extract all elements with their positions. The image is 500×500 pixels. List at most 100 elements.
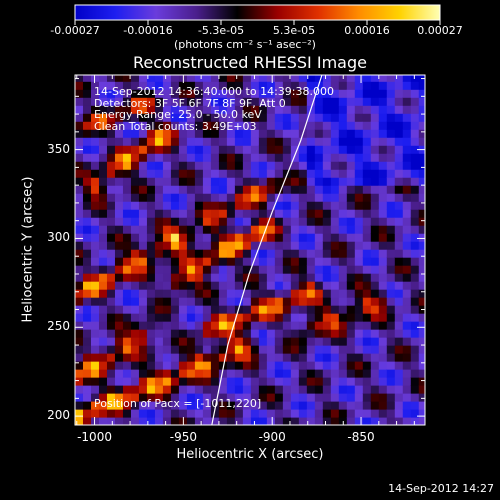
heatmap-cell bbox=[178, 409, 188, 418]
heatmap-cell bbox=[274, 409, 284, 418]
heatmap-cell bbox=[90, 201, 100, 210]
heatmap-cell bbox=[338, 401, 348, 410]
heatmap-cell bbox=[98, 81, 108, 90]
heatmap-cell bbox=[114, 417, 124, 425]
heatmap-cell bbox=[322, 417, 332, 425]
heatmap-cell bbox=[402, 401, 412, 410]
heatmap-cell bbox=[338, 361, 348, 370]
heatmap-cell bbox=[75, 305, 84, 314]
colorbar-tick-label: 0.00027 bbox=[417, 24, 463, 37]
heatmap-cell bbox=[218, 409, 228, 418]
heatmap-cell bbox=[178, 105, 188, 114]
heatmap-cell bbox=[266, 417, 276, 425]
heatmap-cell bbox=[378, 89, 388, 98]
heatmap-cell bbox=[258, 265, 268, 274]
heatmap-cell bbox=[258, 289, 268, 298]
heatmap-cell bbox=[346, 105, 356, 114]
heatmap-cell bbox=[210, 305, 220, 314]
heatmap-cell bbox=[162, 241, 172, 250]
heatmap-cell bbox=[194, 105, 204, 114]
heatmap-cell bbox=[130, 393, 140, 402]
heatmap-cell bbox=[322, 409, 332, 418]
heatmap-cell bbox=[218, 225, 228, 234]
heatmap-cell bbox=[122, 329, 132, 338]
heatmap-cell bbox=[162, 337, 172, 346]
heatmap-cell bbox=[210, 177, 220, 186]
heatmap-cell bbox=[146, 393, 156, 402]
heatmap-cell bbox=[75, 313, 84, 322]
heatmap-cell bbox=[338, 369, 348, 378]
heatmap-cell bbox=[106, 257, 116, 266]
heatmap-cell bbox=[306, 393, 316, 402]
heatmap-cell bbox=[146, 225, 156, 234]
heatmap-cell bbox=[418, 241, 425, 250]
heatmap-cell bbox=[138, 217, 148, 226]
heatmap-cell bbox=[114, 209, 124, 218]
heatmap-cell bbox=[178, 113, 188, 122]
heatmap-cell bbox=[114, 241, 124, 250]
heatmap-cell bbox=[370, 201, 380, 210]
heatmap-cell bbox=[330, 201, 340, 210]
heatmap-cell bbox=[106, 145, 116, 154]
heatmap-cell bbox=[306, 353, 316, 362]
heatmap-cell bbox=[242, 145, 252, 154]
heatmap-cell bbox=[410, 257, 420, 266]
heatmap-cell bbox=[106, 161, 116, 170]
heatmap-cell bbox=[250, 121, 260, 130]
heatmap-cell bbox=[234, 409, 244, 418]
heatmap-cell bbox=[394, 161, 404, 170]
heatmap-cell bbox=[146, 409, 156, 418]
heatmap-cell bbox=[130, 193, 140, 202]
heatmap-cell bbox=[114, 393, 124, 402]
heatmap-cell bbox=[114, 161, 124, 170]
heatmap-cell bbox=[242, 129, 252, 138]
heatmap-cell bbox=[202, 377, 212, 386]
heatmap-cell bbox=[218, 417, 228, 425]
heatmap-cell bbox=[146, 337, 156, 346]
heatmap-cell bbox=[186, 369, 196, 378]
heatmap-cell bbox=[386, 225, 396, 234]
heatmap-cell bbox=[226, 337, 236, 346]
heatmap-cell bbox=[90, 409, 100, 418]
heatmap-cell bbox=[338, 305, 348, 314]
heatmap-cell bbox=[338, 249, 348, 258]
heatmap-cell bbox=[186, 297, 196, 306]
heatmap-cell bbox=[234, 273, 244, 282]
heatmap-cell bbox=[138, 161, 148, 170]
heatmap-cell bbox=[226, 297, 236, 306]
heatmap-cell bbox=[322, 145, 332, 154]
heatmap-cell bbox=[194, 81, 204, 90]
heatmap-cell bbox=[266, 321, 276, 330]
heatmap-cell bbox=[258, 353, 268, 362]
heatmap-cell bbox=[330, 97, 340, 106]
heatmap-cell bbox=[306, 321, 316, 330]
heatmap-cell bbox=[330, 225, 340, 234]
heatmap-cell bbox=[330, 417, 340, 425]
heatmap-cell bbox=[402, 75, 412, 82]
heatmap-cell bbox=[258, 313, 268, 322]
heatmap-cell bbox=[138, 241, 148, 250]
heatmap-cell bbox=[330, 409, 340, 418]
heatmap-cell bbox=[282, 193, 292, 202]
heatmap-cell bbox=[306, 153, 316, 162]
heatmap-cell bbox=[418, 353, 425, 362]
heatmap-cell bbox=[290, 113, 300, 122]
heatmap-cell bbox=[322, 209, 332, 218]
heatmap-cell bbox=[290, 345, 300, 354]
heatmap-cell bbox=[202, 233, 212, 242]
heatmap-cell bbox=[186, 313, 196, 322]
heatmap-cell bbox=[178, 161, 188, 170]
heatmap-cell bbox=[194, 401, 204, 410]
heatmap-cell bbox=[258, 121, 268, 130]
heatmap-cell bbox=[202, 153, 212, 162]
heatmap-cell bbox=[75, 161, 84, 170]
heatmap-cell bbox=[242, 217, 252, 226]
heatmap-cell bbox=[210, 409, 220, 418]
footer-timestamp: 14-Sep-2012 14:27 bbox=[388, 482, 494, 495]
heatmap-cell bbox=[322, 75, 332, 82]
heatmap-cell bbox=[138, 75, 148, 82]
heatmap-cell bbox=[154, 393, 164, 402]
heatmap-cell bbox=[106, 353, 116, 362]
heatmap-cell bbox=[402, 201, 412, 210]
heatmap-cell bbox=[226, 233, 236, 242]
